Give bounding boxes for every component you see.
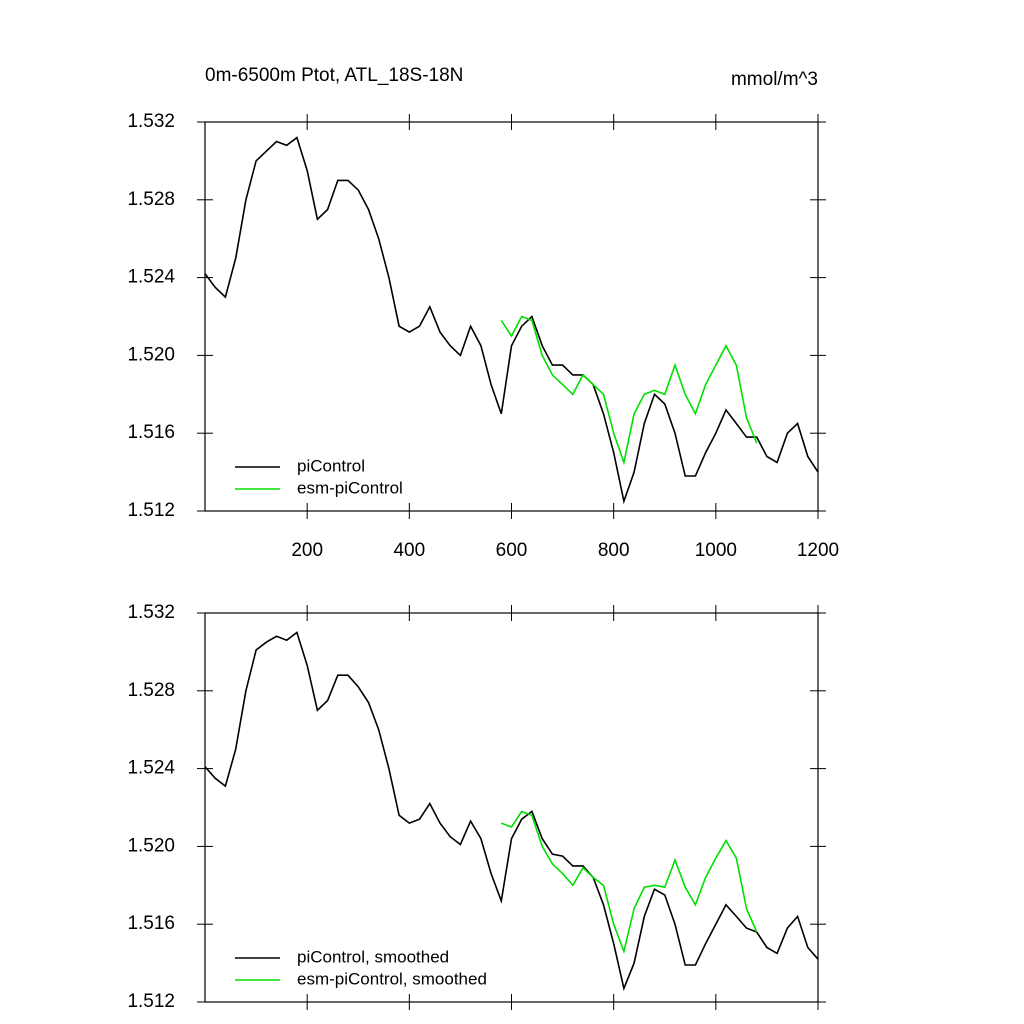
- legend-label: piControl: [297, 456, 365, 475]
- y-tick-label: 1.524: [127, 267, 175, 288]
- x-tick-label: 1000: [695, 540, 737, 561]
- data-line: [501, 810, 758, 955]
- plot-frame: [204, 612, 819, 1003]
- data-line: [500, 315, 758, 466]
- y-tick-label: 1.520: [127, 344, 175, 365]
- data-line: [204, 631, 819, 992]
- x-tick-label: 600: [496, 540, 528, 561]
- legend-label: esm-piControl, smoothed: [297, 969, 487, 988]
- y-tick-label: 1.532: [127, 111, 175, 132]
- y-tick-label: 1.524: [127, 758, 175, 779]
- x-tick-label: 800: [598, 540, 630, 561]
- x-tick-label: 400: [393, 540, 425, 561]
- y-tick-label: 1.528: [127, 189, 175, 210]
- chart-title: 0m-6500m Ptot, ATL_18S-18N: [205, 65, 463, 86]
- legend-label: esm-piControl: [297, 478, 403, 497]
- y-tick-label: 1.516: [127, 422, 175, 443]
- data-line: [204, 136, 819, 505]
- y-tick-label: 1.532: [127, 602, 175, 623]
- units-label: mmol/m^3: [731, 69, 818, 90]
- plot-frame: [204, 121, 819, 512]
- y-tick-label: 1.512: [127, 500, 175, 521]
- y-tick-label: 1.528: [127, 680, 175, 701]
- x-tick-label: 200: [291, 540, 323, 561]
- x-tick-label: 1200: [797, 540, 839, 561]
- y-tick-label: 1.520: [127, 835, 175, 856]
- y-tick-label: 1.516: [127, 913, 175, 934]
- legend-label: piControl, smoothed: [297, 947, 449, 966]
- y-tick-label: 1.512: [127, 991, 175, 1012]
